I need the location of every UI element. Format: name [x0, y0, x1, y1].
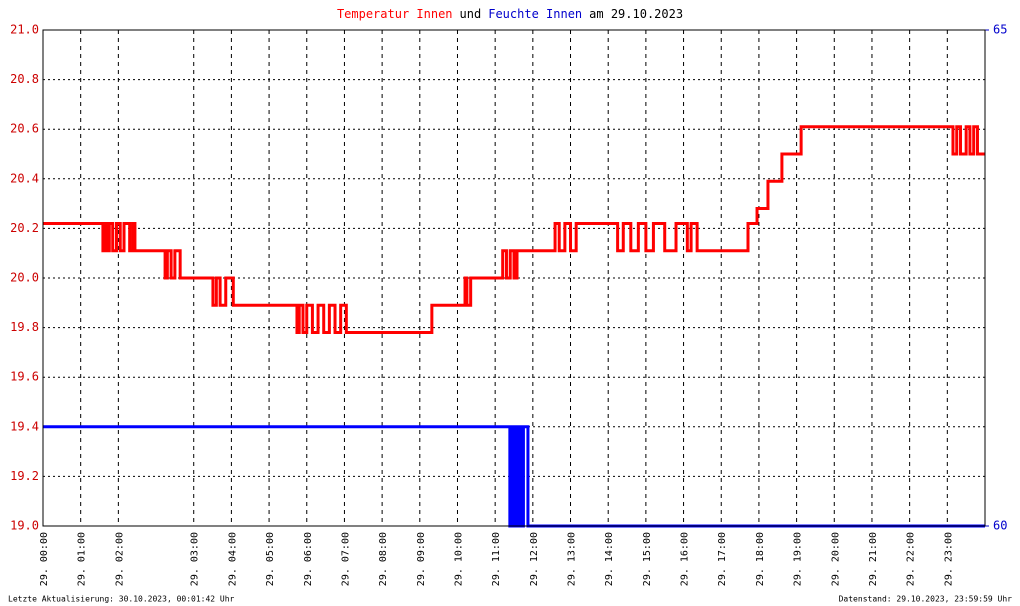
x-tick-label: 29. 12:00	[529, 532, 540, 586]
x-tick-label: 29. 03:00	[190, 532, 201, 586]
y-tick-label: 20.6	[10, 122, 39, 136]
footer-right: Datenstand: 29.10.2023, 23:59:59 Uhr	[839, 595, 1013, 604]
x-tick-label: 29. 06:00	[303, 532, 314, 586]
chart-title: Temperatur Innen und Feuchte Innen am 29.10…	[337, 7, 683, 21]
title-part: und	[460, 7, 482, 21]
y-tick-label: 20.4	[10, 171, 39, 185]
x-tick-label: 29. 09:00	[416, 532, 427, 586]
x-tick-label: 29. 18:00	[755, 532, 766, 586]
y-tick-label: 19.8	[10, 320, 39, 334]
y-tick-label: 20.2	[10, 221, 39, 235]
series-line	[43, 125, 985, 335]
x-tick-label: 29. 15:00	[642, 532, 653, 586]
x-tick-label: 29. 10:00	[453, 532, 464, 586]
x-tick-label: 29. 14:00	[604, 532, 615, 586]
x-tick-label: 29. 22:00	[906, 532, 917, 586]
x-tick-label: 29. 11:00	[491, 532, 502, 586]
x-tick-label: 29. 04:00	[227, 532, 238, 586]
x-tick-label: 29. 19:00	[793, 532, 804, 586]
y-tick-label: 20.8	[10, 72, 39, 86]
footer-left: Letzte Aktualisierung: 30.10.2023, 00:01…	[8, 595, 235, 604]
title-part: Feuchte Innen	[488, 7, 582, 21]
y-tick-label: 19.2	[10, 469, 39, 483]
x-tick-label: 29. 00:00	[39, 532, 50, 586]
y-tick-label: 19.0	[10, 519, 39, 533]
x-tick-label: 29. 08:00	[378, 532, 389, 586]
x-tick-label: 29. 17:00	[717, 532, 728, 586]
series-line	[43, 425, 985, 528]
x-tick-label: 29. 16:00	[680, 532, 691, 586]
y2-tick-label: 65	[993, 23, 1007, 37]
y-tick-label: 19.4	[10, 419, 39, 433]
title-part: am 29.10.2023	[589, 7, 683, 21]
plot-frame	[42, 29, 986, 527]
y2-tick-label: 60	[993, 519, 1007, 533]
title-part: Temperatur Innen	[337, 7, 453, 21]
x-tick-label: 29. 05:00	[265, 532, 276, 586]
x-tick-label: 29. 01:00	[77, 532, 88, 586]
x-tick-label: 29. 20:00	[830, 532, 841, 586]
x-tick-label: 29. 21:00	[868, 532, 879, 586]
y-tick-label: 19.6	[10, 370, 39, 384]
x-tick-label: 29. 23:00	[943, 532, 954, 586]
y-tick-label: 21.0	[10, 23, 39, 37]
x-tick-label: 29. 02:00	[114, 532, 125, 586]
y-tick-label: 20.0	[10, 271, 39, 285]
x-tick-label: 29. 13:00	[567, 532, 578, 586]
x-tick-label: 29. 07:00	[340, 532, 351, 586]
